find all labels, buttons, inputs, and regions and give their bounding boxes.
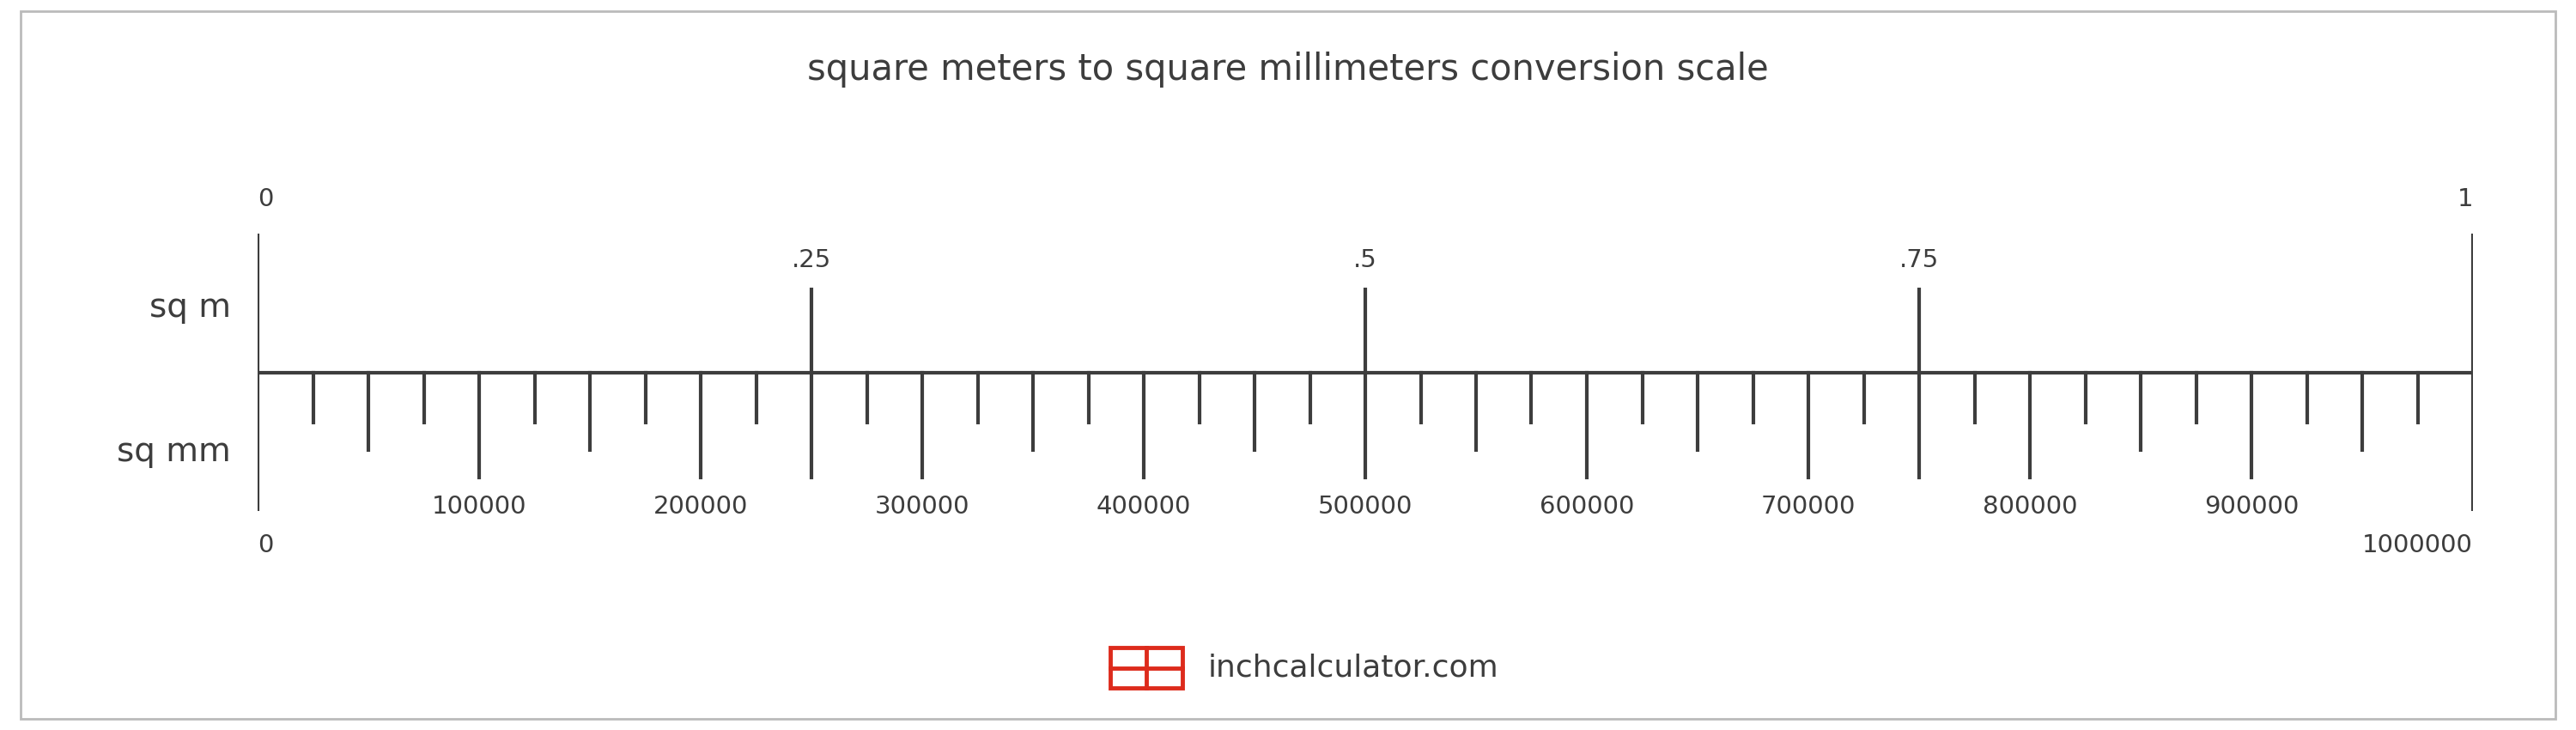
Text: 300000: 300000: [876, 494, 969, 518]
Text: sq mm: sq mm: [116, 435, 232, 468]
Text: 1000000: 1000000: [2362, 533, 2473, 557]
Text: 400000: 400000: [1097, 494, 1190, 518]
Text: 500000: 500000: [1319, 494, 1412, 518]
Text: 0: 0: [258, 533, 273, 557]
Text: 0: 0: [258, 188, 273, 212]
Text: 200000: 200000: [654, 494, 747, 518]
Text: 1: 1: [2458, 188, 2473, 212]
Text: 900000: 900000: [2205, 494, 2298, 518]
Text: sq m: sq m: [149, 291, 232, 323]
Text: 600000: 600000: [1540, 494, 1633, 518]
Text: inchcalculator.com: inchcalculator.com: [1208, 653, 1499, 683]
Text: .25: .25: [791, 248, 832, 272]
Text: square meters to square millimeters conversion scale: square meters to square millimeters conv…: [806, 51, 1770, 87]
Text: 800000: 800000: [1984, 494, 2076, 518]
Text: .5: .5: [1352, 248, 1378, 272]
Text: 700000: 700000: [1762, 494, 1855, 518]
Text: .75: .75: [1899, 248, 1940, 272]
Text: 100000: 100000: [433, 494, 526, 518]
